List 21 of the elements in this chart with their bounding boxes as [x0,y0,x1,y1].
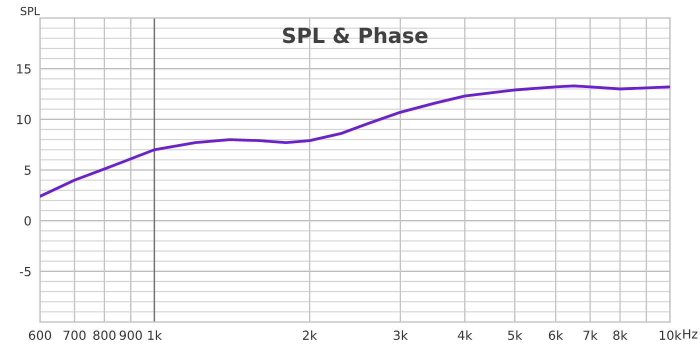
y-tick-label: 10 [17,114,31,124]
y-tick-label: -5 [20,266,31,276]
x-tick-label: 6k [548,330,564,340]
x-tick-label: 7k [584,330,598,340]
x-tick-label: 600 [28,330,52,340]
x-tick-label: 900 [120,330,142,340]
x-tick-label: 5k [508,330,522,340]
x-tick-label: 10k [660,330,682,340]
x-tick-label: 800 [93,330,116,340]
y-axis-title: SPL [20,6,40,16]
y-tick-label: 5 [24,166,31,175]
x-tick-label: 8k [613,330,628,340]
x-tick-label: 2k [302,330,318,340]
x-tick-label: 4k [458,330,472,340]
x-axis-title: Hz [683,329,698,338]
x-tick-label: 3k [394,330,408,340]
y-tick-label: 15 [17,64,31,74]
x-tick-label: 700 [64,330,86,340]
y-tick-label: 0 [24,216,31,226]
x-tick-label: 1k [148,330,162,340]
chart-title: SPL & Phase [283,27,428,44]
